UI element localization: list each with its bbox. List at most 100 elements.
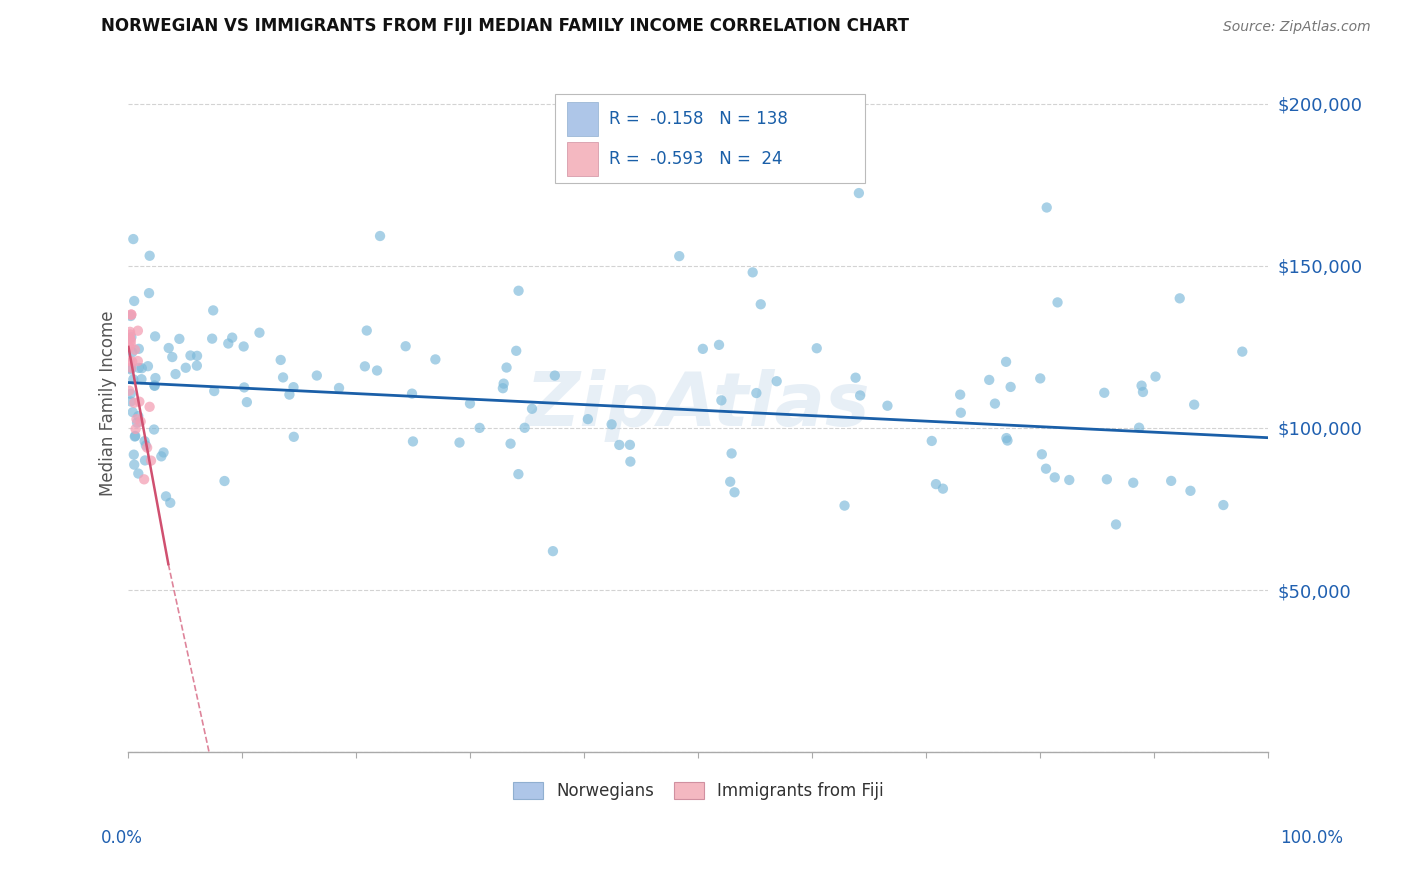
Point: [214, 474, 236, 488]
Point: [120, 361, 142, 376]
Point: [120, 309, 142, 323]
Point: [425, 352, 447, 367]
Point: [495, 360, 517, 375]
Point: [1000, 380, 1022, 394]
Point: [155, 489, 177, 503]
Point: [366, 363, 388, 377]
Point: [354, 359, 377, 374]
Point: [121, 345, 143, 359]
Point: [508, 467, 530, 482]
Point: [202, 303, 225, 318]
Point: [1212, 498, 1234, 512]
Point: [270, 353, 292, 368]
Point: [619, 438, 641, 452]
Point: [848, 186, 870, 200]
Point: [129, 415, 152, 429]
Point: [120, 308, 142, 322]
Point: [1046, 295, 1069, 310]
Point: [233, 380, 256, 394]
Text: ZipAtlas: ZipAtlas: [526, 368, 870, 442]
Point: [1130, 378, 1153, 392]
Point: [143, 378, 166, 392]
Point: [499, 436, 522, 450]
Point: [169, 332, 191, 346]
Point: [150, 450, 173, 464]
Text: 0.0%: 0.0%: [101, 829, 143, 847]
Point: [468, 421, 491, 435]
Point: [136, 359, 159, 374]
Text: NORWEGIAN VS IMMIGRANTS FROM FIJI MEDIAN FAMILY INCOME CORRELATION CHART: NORWEGIAN VS IMMIGRANTS FROM FIJI MEDIAN…: [101, 17, 910, 35]
Point: [236, 395, 259, 409]
Point: [174, 360, 197, 375]
Point: [1043, 470, 1066, 484]
Point: [120, 308, 142, 322]
Point: [179, 349, 201, 363]
Point: [271, 370, 294, 384]
Point: [143, 329, 166, 343]
Point: [134, 453, 156, 467]
Point: [202, 384, 225, 398]
Point: [121, 354, 143, 368]
Point: [278, 387, 301, 401]
Point: [1035, 461, 1057, 475]
Point: [157, 341, 180, 355]
Point: [1035, 201, 1057, 215]
Point: [710, 393, 733, 408]
Point: [741, 265, 763, 279]
Point: [849, 388, 872, 402]
Point: [668, 249, 690, 263]
Point: [995, 355, 1018, 369]
Point: [979, 373, 1001, 387]
Point: [745, 386, 768, 401]
Point: [600, 417, 623, 432]
Legend: Norwegians, Immigrants from Fiji: Norwegians, Immigrants from Fiji: [506, 775, 890, 806]
Point: [1095, 472, 1118, 486]
Point: [1132, 384, 1154, 399]
Point: [134, 472, 156, 486]
Point: [139, 453, 162, 467]
Point: [120, 332, 142, 346]
Point: [135, 438, 157, 452]
Point: [124, 343, 146, 357]
Point: [118, 384, 141, 398]
Point: [707, 338, 730, 352]
Point: [505, 343, 527, 358]
Point: [122, 372, 145, 386]
Y-axis label: Median Family Income: Median Family Income: [100, 311, 117, 497]
Point: [925, 477, 948, 491]
Point: [122, 232, 145, 246]
Point: [120, 334, 142, 348]
Point: [165, 367, 187, 381]
Point: [128, 342, 150, 356]
Point: [124, 429, 146, 443]
Point: [120, 337, 142, 351]
Point: [124, 422, 146, 436]
Point: [1232, 344, 1254, 359]
Point: [162, 350, 184, 364]
Point: [125, 412, 148, 426]
Point: [395, 339, 418, 353]
Point: [984, 396, 1007, 410]
Point: [127, 324, 149, 338]
Point: [806, 341, 828, 355]
Point: [508, 284, 530, 298]
Point: [1029, 371, 1052, 385]
Point: [1105, 517, 1128, 532]
Point: [876, 399, 898, 413]
Text: 100.0%: 100.0%: [1279, 829, 1343, 847]
Point: [131, 372, 153, 386]
Text: R =  -0.593   N =  24: R = -0.593 N = 24: [609, 150, 782, 168]
Point: [186, 359, 208, 373]
Point: [1128, 420, 1150, 434]
Point: [201, 332, 224, 346]
Point: [1180, 483, 1202, 498]
Point: [138, 249, 160, 263]
Point: [221, 330, 243, 344]
Point: [122, 448, 145, 462]
Point: [458, 396, 481, 410]
Point: [541, 544, 564, 558]
Point: [124, 396, 146, 410]
Text: Source: ZipAtlas.com: Source: ZipAtlas.com: [1223, 21, 1371, 34]
Point: [232, 339, 254, 353]
Point: [1168, 291, 1191, 305]
